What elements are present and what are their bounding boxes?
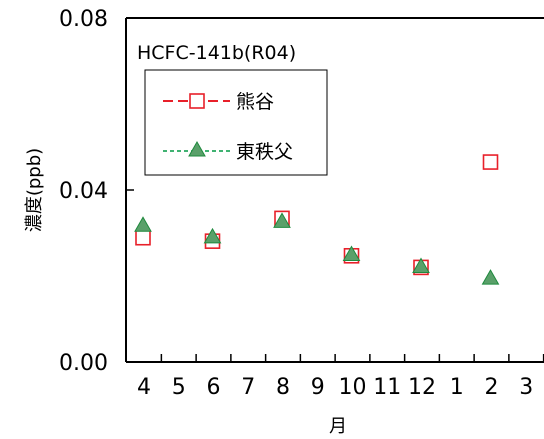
point-higashichichibu-6 <box>203 227 222 244</box>
legend: 熊谷 東秩父 <box>144 69 328 176</box>
chart-title: HCFC-141b(R04) <box>137 42 296 64</box>
axes-layer <box>125 17 544 363</box>
x-tick-label-9: 1 <box>450 375 464 400</box>
x-tick-label-3: 7 <box>241 375 255 400</box>
point-higashichichibu-8 <box>273 212 291 228</box>
legend-label-kumagaya: 熊谷 <box>236 91 274 113</box>
point-kumagaya-2 <box>482 154 499 170</box>
point-kumagaya-4 <box>135 229 151 246</box>
x-tick-label-5: 9 <box>311 375 325 400</box>
x-tick-label-6: 10 <box>339 375 367 400</box>
point-higashichichibu-2 <box>481 269 500 285</box>
x-tick-label-7: 11 <box>373 375 401 400</box>
y-tick-label-1: 0.04 <box>59 179 108 204</box>
legend-item-higashichichibu: 東秩父 <box>163 140 293 163</box>
x-tick-label-10: 2 <box>485 375 499 400</box>
y-tick-label-0: 0.00 <box>59 351 108 376</box>
legend-item-kumagaya: 熊谷 <box>163 91 274 113</box>
legend-marker-higashichichibu <box>188 140 206 157</box>
x-tick-label-1: 5 <box>172 375 186 400</box>
x-tick-label-4: 8 <box>276 375 290 400</box>
x-tick-label-8: 12 <box>408 375 436 400</box>
point-higashichichibu-12 <box>412 257 430 274</box>
y-tick-label-2: 0.08 <box>59 7 108 32</box>
point-higashichichibu-4 <box>134 216 152 232</box>
data-points <box>134 154 500 285</box>
x-tick-label-0: 4 <box>137 375 151 400</box>
legend-label-higashichichibu: 東秩父 <box>236 141 293 163</box>
legend-marker-kumagaya <box>189 93 205 109</box>
x-axis-title: 月 <box>329 416 347 437</box>
tick-labels: 0.000.040.084 5 6 7 8 9 10 11 12 1 2 3 <box>59 7 533 400</box>
y-axis-title: 濃度(ppb) <box>24 148 45 232</box>
legend-box <box>144 69 328 176</box>
x-tick-label-2: 6 <box>207 375 221 400</box>
point-higashichichibu-10 <box>342 245 361 261</box>
x-tick-label-11: 3 <box>519 375 533 400</box>
